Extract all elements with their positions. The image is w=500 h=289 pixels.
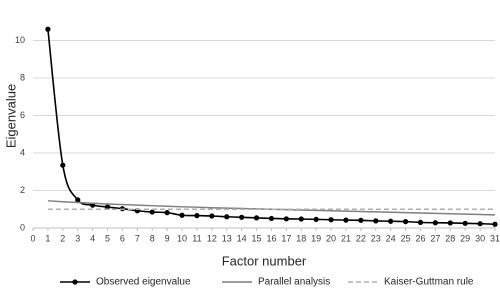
x-tick-label: 9 (165, 233, 170, 243)
y-tick-label: 10 (15, 35, 25, 45)
x-tick-label: 26 (415, 233, 425, 243)
data-point (298, 216, 304, 222)
legend-marker (72, 279, 78, 285)
x-tick-label: 19 (311, 233, 321, 243)
y-tick-label: 8 (20, 72, 25, 82)
data-point (179, 212, 185, 218)
x-tick-label: 7 (135, 233, 140, 243)
x-tick-label: 12 (207, 233, 217, 243)
x-tick-label: 28 (445, 233, 455, 243)
data-point (45, 26, 51, 32)
y-tick-label: 2 (20, 185, 25, 195)
x-tick-label: 16 (266, 233, 276, 243)
data-point (402, 219, 409, 225)
data-point (388, 218, 394, 224)
x-axis-title: Factor number (222, 253, 307, 268)
x-tick-label: 2 (60, 233, 65, 243)
data-point (417, 219, 424, 225)
data-point (164, 210, 170, 216)
series-line (47, 200, 496, 216)
data-point (373, 218, 379, 224)
data-point (75, 197, 81, 203)
x-tick-label: 6 (120, 233, 125, 243)
x-tick-label: 5 (105, 233, 110, 243)
x-tick-label: 13 (222, 233, 232, 243)
data-point (343, 217, 349, 223)
data-point (358, 217, 364, 223)
x-tick-label: 31 (490, 233, 500, 243)
data-point (268, 215, 275, 222)
x-tick-label: 23 (371, 233, 381, 243)
data-point (462, 220, 468, 226)
x-tick-label: 30 (475, 233, 485, 243)
legend-label: Parallel analysis (258, 277, 330, 288)
data-point (283, 216, 289, 222)
data-point (209, 213, 215, 219)
data-point (60, 162, 66, 168)
x-tick-label: 1 (45, 233, 50, 243)
data-point (477, 221, 483, 227)
x-tick-label: 3 (75, 233, 80, 243)
data-point (224, 214, 230, 220)
data-point (104, 204, 111, 210)
data-point (432, 220, 438, 226)
y-tick-label: 0 (20, 222, 25, 232)
legend-label: Kaiser-Guttman rule (384, 277, 474, 288)
data-point (328, 217, 334, 223)
x-tick-label: 24 (386, 233, 396, 243)
x-tick-label: 18 (296, 233, 306, 243)
x-tick-label: 15 (252, 233, 262, 243)
data-point (194, 213, 200, 219)
y-tick-label: 6 (20, 110, 25, 120)
x-tick-label: 27 (430, 233, 440, 243)
series-line (47, 29, 496, 226)
data-point (149, 209, 155, 215)
x-tick-label: 20 (326, 233, 336, 243)
x-tick-label: 11 (192, 233, 201, 243)
x-tick-label: 0 (30, 233, 35, 243)
x-tick-label: 22 (356, 233, 366, 243)
x-tick-label: 8 (150, 233, 155, 243)
data-point (239, 214, 245, 220)
data-point (447, 220, 453, 226)
x-tick-label: 14 (237, 233, 247, 243)
x-tick-label: 29 (460, 233, 470, 243)
data-point (313, 216, 319, 222)
y-axis-title: Eigenvalue (3, 84, 18, 148)
x-tick-label: 25 (401, 233, 411, 243)
x-tick-label: 17 (281, 233, 291, 243)
y-tick-label: 4 (20, 147, 25, 157)
data-point (492, 221, 498, 227)
legend-label: Observed eigenvalue (96, 277, 191, 288)
x-tick-label: 10 (177, 233, 187, 243)
data-point (253, 215, 260, 221)
x-tick-label: 21 (341, 233, 351, 243)
x-tick-label: 4 (90, 233, 95, 243)
